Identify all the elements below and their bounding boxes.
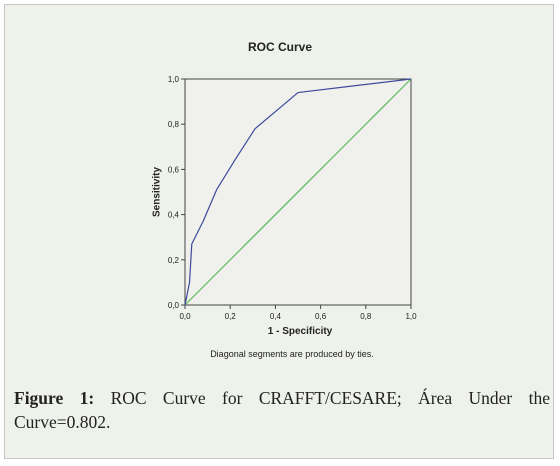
x-tick-label: 0,4 [270,312,282,321]
chart-annotation: Diagonal segments are produced by ties. [210,349,374,359]
x-tick-label: 0,6 [315,312,327,321]
y-tick-label: 1,0 [168,75,180,84]
y-tick-label: 0,4 [168,211,180,220]
chart-title: ROC Curve [247,40,312,54]
figure-caption: Figure 1: ROC Curve for CRAFFT/CESARE; Á… [14,386,550,434]
x-tick-label: 0,8 [360,312,372,321]
x-tick-label: 0,0 [179,312,191,321]
y-tick-label: 0,6 [168,165,180,174]
x-tick-label: 1,0 [405,312,417,321]
caption-label: Figure 1: [14,388,95,408]
series-lines [184,78,412,306]
x-axis-label: 1 - Specificity [267,326,333,337]
caption-text: ROC Curve for CRAFFT/CESARE; Área Under … [14,388,550,432]
y-tick-label: 0,8 [168,120,180,129]
y-axis-label: Sensitivity [151,166,163,218]
axis-ticks: 0,0 0,2 0,4 0,6 0,8 1,0 0,0 0,2 0,4 0,6 0,8 1,0 [168,75,417,321]
roc-curve-line [184,78,412,306]
x-tick-label: 0,2 [225,312,237,321]
reference-diagonal-line [184,78,412,306]
y-tick-label: 0,0 [168,301,180,310]
y-tick-label: 0,2 [168,256,180,265]
